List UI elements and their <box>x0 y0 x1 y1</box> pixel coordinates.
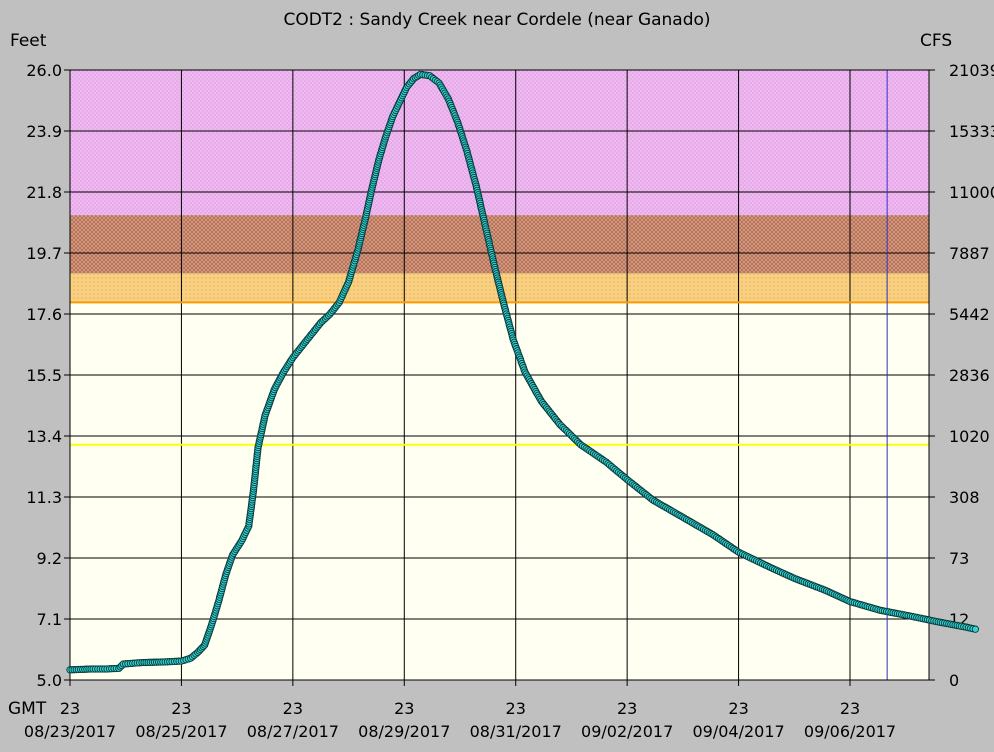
x-tick-hour-label: 23 <box>728 699 748 718</box>
x-axis-ticks: 23 08/23/2017 23 08/25/2017 23 08/27/2017 23 08… <box>24 680 896 741</box>
y-right-tick-label: 7887 <box>949 244 990 263</box>
y-tick-label: 15.5 <box>26 366 62 385</box>
y-tick-label: 7.1 <box>37 610 62 629</box>
y-right-tick-label: 73 <box>949 549 969 568</box>
y-tick-label: 21.8 <box>26 183 62 202</box>
x-tick-date-label: 08/27/2017 <box>247 722 339 741</box>
x-tick-date-label: 08/31/2017 <box>470 722 562 741</box>
y-tick-label: 11.3 <box>26 488 62 507</box>
y-right-tick-label: 2836 <box>949 366 990 385</box>
x-tick-date-label: 08/25/2017 <box>135 722 227 741</box>
x-tick-date-label: 09/04/2017 <box>692 722 784 741</box>
x-tick-hour-label: 23 <box>394 699 414 718</box>
x-tick-date-label: 08/29/2017 <box>358 722 450 741</box>
x-tick-date-label: 08/23/2017 <box>24 722 116 741</box>
y-tick-label: 19.7 <box>26 244 62 263</box>
flood-band <box>70 215 929 274</box>
x-tick-hour-label: 23 <box>283 699 303 718</box>
x-tick-hour-label: 23 <box>617 699 637 718</box>
flood-band <box>70 70 929 216</box>
y-right-tick-label: 0 <box>949 671 959 690</box>
left-axis-ticks: 26.0 23.9 21.8 19.7 17.6 15.5 13.4 11.3 9.2 7.1 5.… <box>26 61 70 690</box>
x-tick-date-label: 09/02/2017 <box>581 722 673 741</box>
gmt-label: GMT <box>8 699 47 719</box>
y-tick-label: 17.6 <box>26 305 62 324</box>
y-tick-label: 23.9 <box>26 122 62 141</box>
y-tick-label: 5.0 <box>37 671 62 690</box>
stage-series <box>66 70 980 674</box>
y-right-tick-label: 1020 <box>949 427 990 446</box>
y-tick-label: 9.2 <box>37 549 62 568</box>
x-tick-hour-label: 23 <box>60 699 80 718</box>
left-axis-label: Feet <box>10 31 47 51</box>
x-tick-hour-label: 23 <box>840 699 860 718</box>
data-point <box>971 625 980 633</box>
x-tick-hour-label: 23 <box>171 699 191 718</box>
chart-title: CODT2 : Sandy Creek near Cordele (near G… <box>283 10 710 30</box>
right-axis-label: CFS <box>920 31 952 51</box>
x-tick-hour-label: 23 <box>506 699 526 718</box>
y-tick-label: 13.4 <box>26 427 62 446</box>
threshold-lines <box>70 70 929 680</box>
y-right-tick-label: 11000 <box>949 183 994 202</box>
y-right-tick-label: 308 <box>949 488 980 507</box>
y-tick-label: 26.0 <box>26 61 62 80</box>
y-right-tick-label: 15333 <box>949 122 994 141</box>
y-right-tick-label: 5442 <box>949 305 990 324</box>
right-axis-ticks: 210391533311000788754422836102030873120 <box>929 61 994 690</box>
y-right-tick-label: 21039 <box>949 61 994 80</box>
x-tick-date-label: 09/06/2017 <box>804 722 896 741</box>
flood-band <box>70 302 929 680</box>
